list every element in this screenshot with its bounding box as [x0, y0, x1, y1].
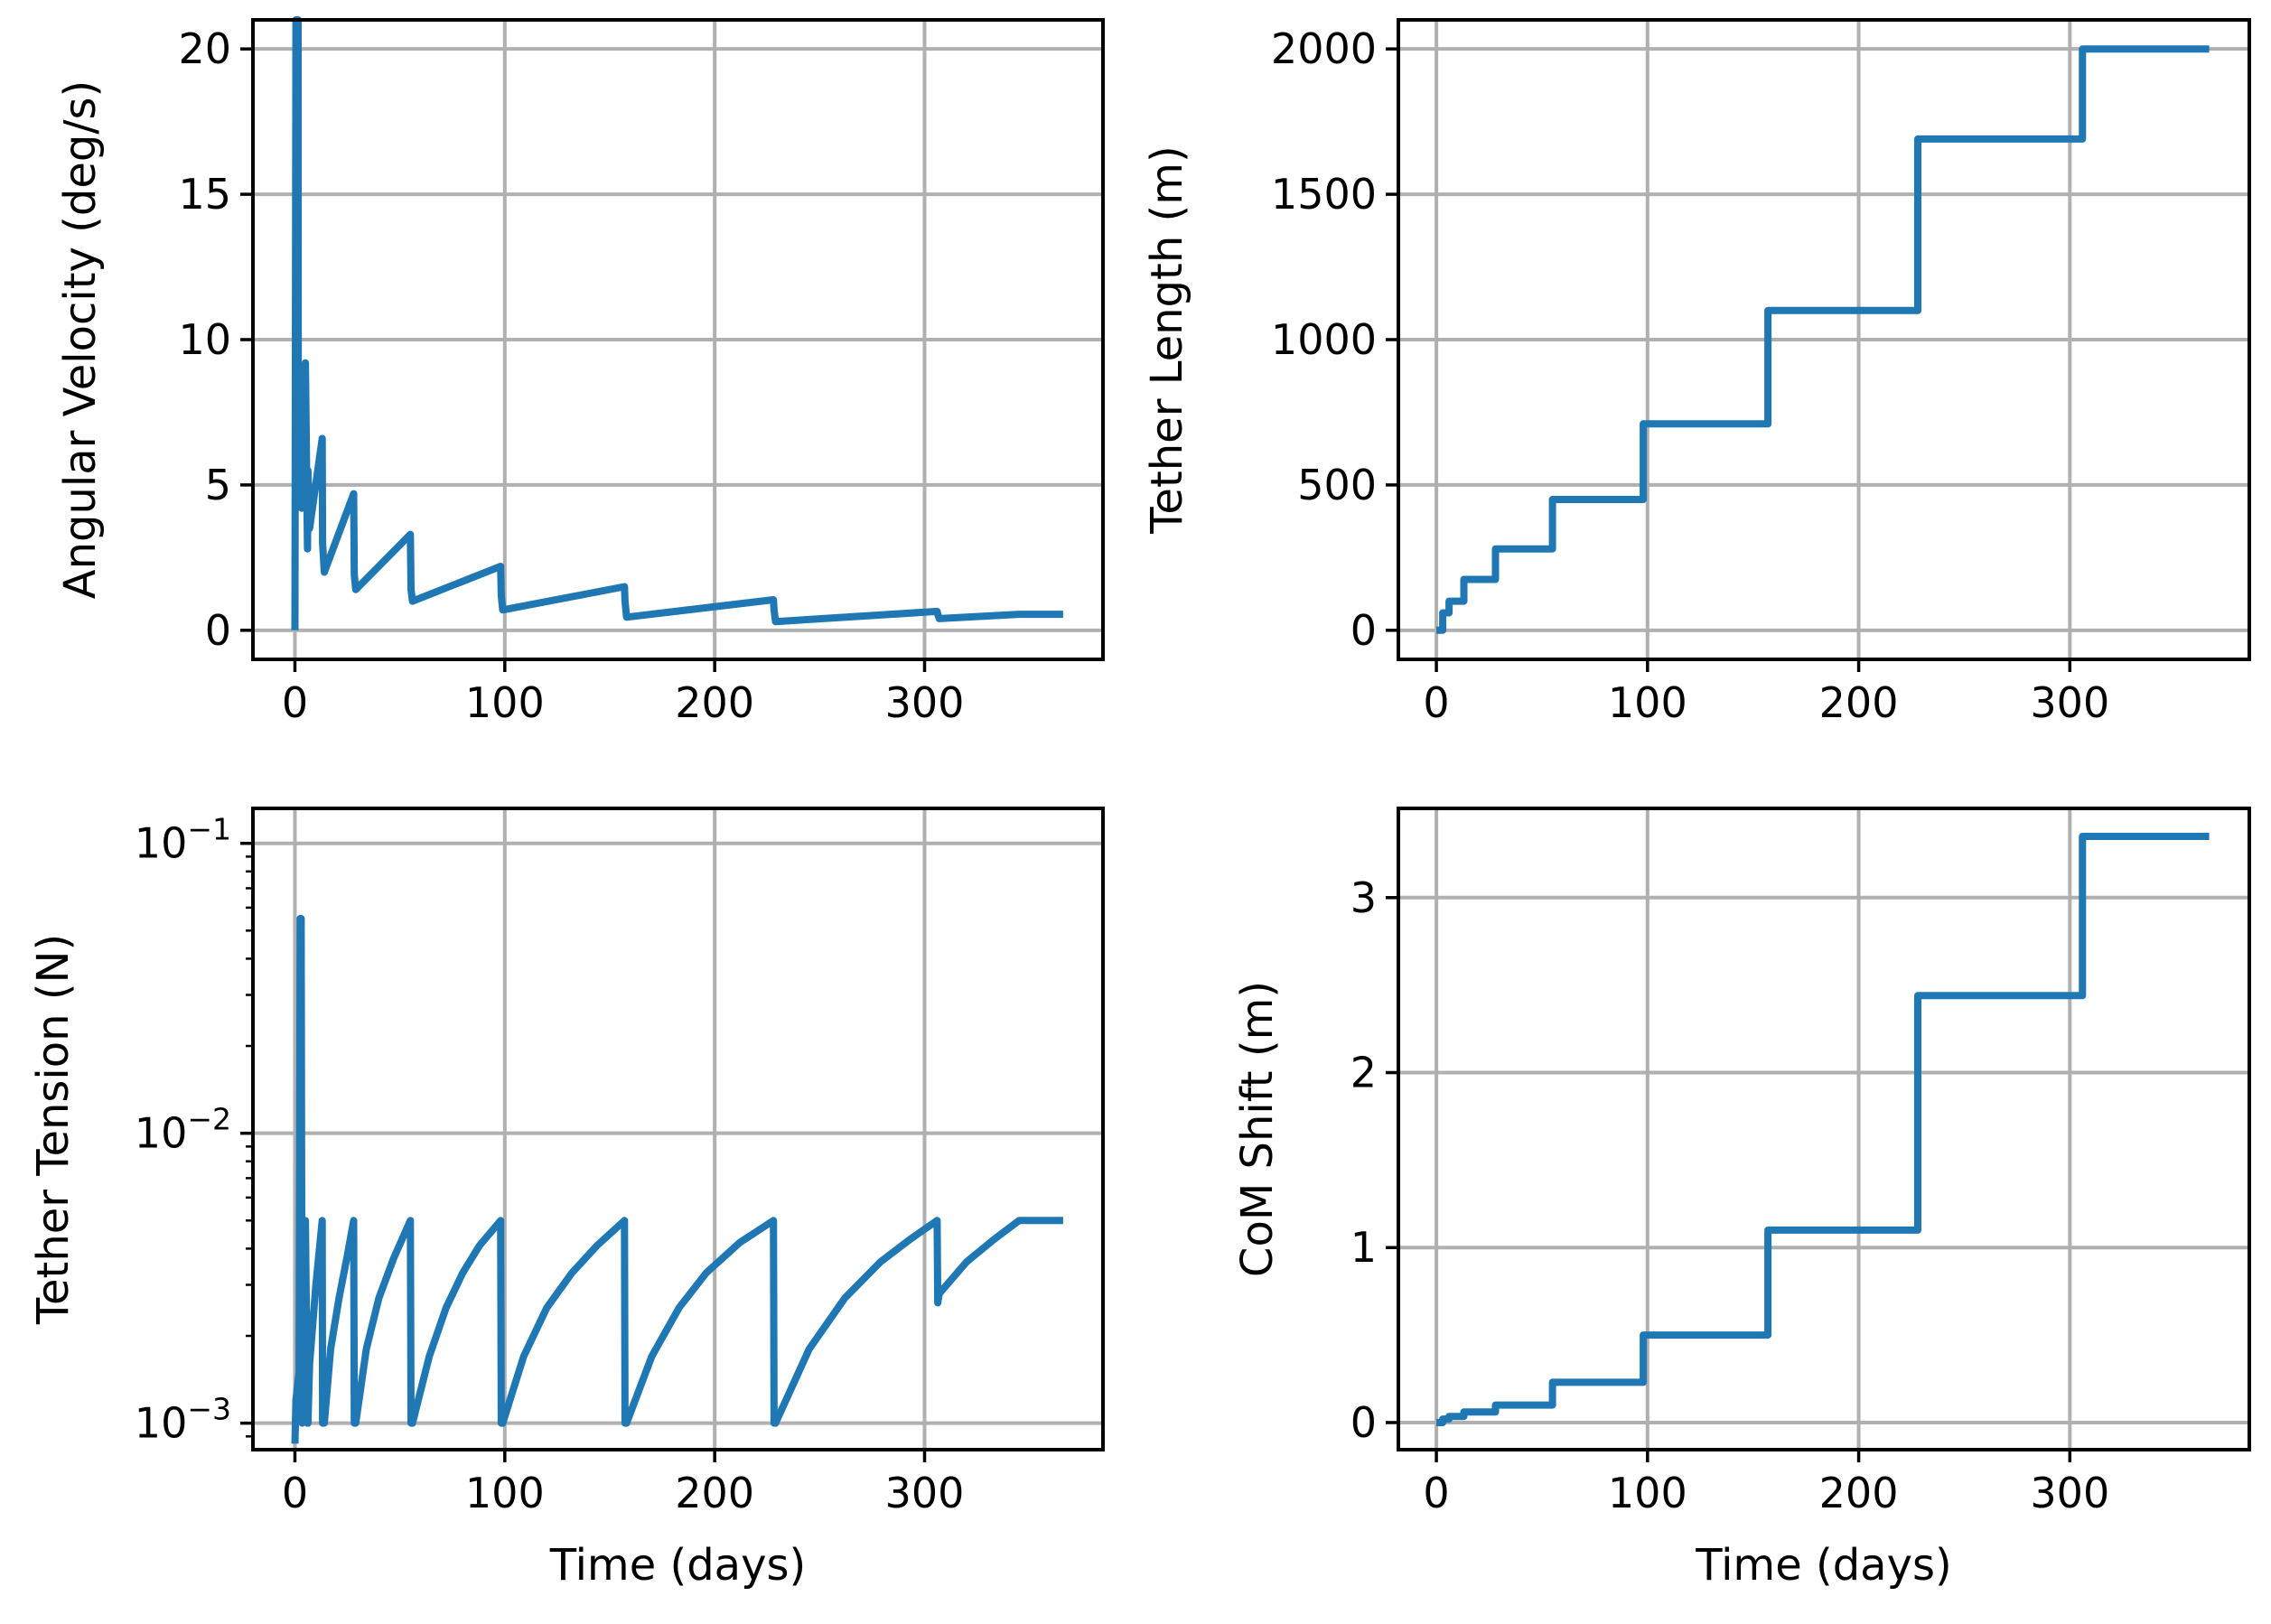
x-tick-label: 300 — [2030, 1469, 2109, 1517]
y-tick-label: 0 — [1350, 1398, 1377, 1447]
x-tick-label: 300 — [2030, 678, 2109, 727]
x-tick-label: 200 — [1819, 1469, 1899, 1517]
y-tick-label: 10−1 — [135, 812, 231, 868]
y-axis-label: Angular Velocity (deg/s) — [55, 80, 106, 600]
y-tick-label: 10 — [178, 315, 231, 364]
series-line — [291, 915, 1063, 1444]
x-tick-label: 300 — [885, 678, 965, 727]
y-tick-label: 1000 — [1271, 315, 1377, 364]
subplot-tension: 0 100 200 300 10−3 10−2 10−1 Tether Tension (N)… — [28, 807, 1105, 1591]
y-tick-label: 1500 — [1271, 170, 1377, 219]
y-axis-label: Tether Tension (N) — [28, 934, 79, 1325]
x-tick-label: 100 — [1608, 1469, 1687, 1517]
series-line — [291, 16, 1063, 630]
y-tick-label: 0 — [205, 606, 231, 655]
x-axis-label: Time (days) — [1695, 1540, 1951, 1591]
x-tick-label: 200 — [1819, 678, 1899, 727]
y-tick-label: 1 — [1350, 1223, 1377, 1272]
series-line — [1436, 45, 2210, 634]
y-tick-label: 2000 — [1271, 24, 1377, 73]
x-axis-label: Time (days) — [549, 1540, 806, 1591]
x-tick-label: 100 — [465, 678, 545, 727]
x-tick-label: 100 — [1608, 678, 1687, 727]
y-tick-label: 2 — [1350, 1049, 1377, 1097]
x-tick-label: 200 — [675, 678, 754, 727]
y-axis-label: Tether Length (m) — [1142, 145, 1192, 535]
y-axis-label: CoM Shift (m) — [1232, 981, 1283, 1277]
y-tick-label: 20 — [178, 24, 231, 73]
x-tick-label: 0 — [282, 1469, 308, 1517]
y-tick-label: 500 — [1297, 461, 1377, 509]
x-tick-label: 300 — [885, 1469, 965, 1517]
y-tick-label: 15 — [178, 170, 231, 219]
x-tick-label: 0 — [1423, 678, 1449, 727]
x-tick-label: 0 — [282, 678, 308, 727]
y-tick-label: 10−3 — [135, 1392, 231, 1448]
series-line — [1436, 833, 2210, 1426]
axes-frame — [1397, 807, 2251, 1451]
x-tick-label: 200 — [675, 1469, 754, 1517]
subplot-angular: 0 100 200 300 0 5 10 15 20 Angular Velocity (deg/… — [55, 16, 1105, 727]
axes-frame — [251, 807, 1105, 1451]
y-tick-label: 10−2 — [135, 1102, 231, 1158]
y-tick-label: 3 — [1350, 873, 1377, 922]
subplot-length: 0 100 200 300 0 500 1000 1500 2000 Tether Length … — [1142, 18, 2251, 727]
y-tick-label: 0 — [1350, 606, 1377, 655]
y-tick-label: 5 — [205, 461, 231, 509]
x-tick-label: 100 — [465, 1469, 545, 1517]
x-tick-label: 0 — [1423, 1469, 1449, 1517]
subplot-com: 0 100 200 300 0 1 2 3 CoM Shift (m) Time (days) — [1232, 807, 2251, 1591]
